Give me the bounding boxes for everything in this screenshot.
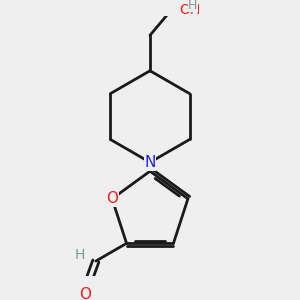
Text: O: O (79, 287, 91, 300)
Text: N: N (144, 155, 156, 170)
Text: H: H (74, 248, 85, 262)
Text: H: H (188, 0, 198, 12)
Text: O: O (106, 191, 118, 206)
Text: OH: OH (179, 3, 201, 17)
